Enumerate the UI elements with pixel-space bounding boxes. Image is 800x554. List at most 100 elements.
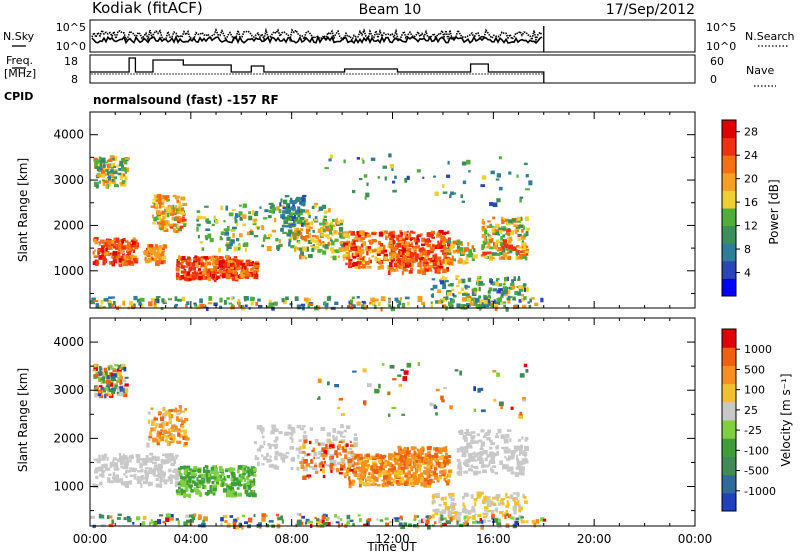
data-cell (120, 255, 126, 260)
data-cell (206, 492, 209, 496)
data-cell (463, 448, 469, 453)
data-cell (504, 293, 508, 297)
data-cell (117, 513, 122, 516)
data-cell (119, 375, 123, 379)
data-cell (230, 273, 235, 277)
data-cell (98, 385, 103, 388)
data-cell (244, 465, 247, 468)
data-cell (496, 496, 499, 502)
data-cell (209, 485, 212, 490)
data-cell (377, 176, 380, 179)
data-cell (212, 258, 217, 263)
data-cell (401, 472, 406, 475)
data-cell (491, 252, 497, 256)
data-cell (195, 272, 198, 277)
data-cell (319, 239, 322, 243)
data-cell (308, 297, 311, 301)
data-cell (339, 222, 344, 226)
data-cell (229, 515, 234, 518)
data-cell (402, 460, 407, 466)
data-cell (423, 466, 428, 469)
data-cell (431, 278, 436, 281)
data-cell (269, 206, 273, 210)
data-cell (283, 300, 287, 305)
data-cell (316, 456, 320, 460)
data-cell (150, 205, 156, 208)
date-title: 17/Sep/2012 (606, 2, 695, 18)
data-cell (476, 521, 482, 524)
data-cell (398, 267, 402, 270)
data-cell (178, 228, 182, 232)
data-cell (519, 198, 522, 203)
data-cell (177, 432, 181, 437)
data-cell (325, 517, 329, 522)
data-cell (176, 492, 182, 496)
data-cell (181, 420, 186, 424)
data-cell (487, 429, 491, 433)
data-cell (216, 266, 220, 270)
data-cell (329, 239, 333, 242)
data-cell (337, 452, 341, 455)
data-cell (106, 456, 109, 461)
data-cell (226, 485, 230, 490)
data-cell (244, 489, 249, 495)
data-cell (406, 230, 409, 233)
data-cell (253, 235, 259, 238)
data-cell (504, 446, 509, 450)
data-cell (522, 250, 527, 254)
noise-tick-right-bottom: 10^0 (706, 40, 736, 53)
data-cell (479, 451, 484, 456)
data-cell (233, 524, 236, 529)
data-cell (268, 520, 274, 523)
data-cell (422, 176, 425, 179)
data-cell (262, 237, 266, 242)
data-cell (519, 373, 525, 378)
data-cell (524, 445, 529, 451)
data-cell (457, 291, 462, 294)
data-cell (110, 171, 115, 175)
data-cell (400, 258, 406, 262)
data-cell (526, 245, 529, 249)
data-cell (158, 204, 162, 209)
data-cell (188, 468, 192, 471)
data-cell (96, 459, 101, 464)
data-cell (118, 478, 124, 483)
data-cell (388, 298, 392, 302)
data-cell (403, 231, 407, 236)
data-cell (450, 497, 455, 502)
data-cell (466, 253, 471, 258)
data-cell (478, 286, 481, 292)
data-cell (254, 457, 260, 461)
data-cell (387, 391, 391, 396)
data-cell (402, 466, 407, 470)
data-cell (348, 249, 352, 252)
data-cell (366, 266, 372, 269)
data-cell (447, 469, 453, 474)
data-cell (123, 255, 128, 260)
data-cell (263, 440, 266, 446)
data-cell (400, 231, 403, 237)
data-cell (520, 466, 525, 472)
data-cell (188, 266, 193, 272)
data-cell (404, 481, 408, 486)
data-cell (514, 448, 517, 453)
data-cell (364, 260, 370, 265)
data-cell (172, 228, 176, 233)
data-cell (431, 495, 436, 498)
data-cell (207, 233, 212, 239)
data-cell (522, 451, 528, 456)
data-cell (153, 216, 158, 222)
data-cell (182, 265, 186, 268)
data-cell (320, 233, 325, 237)
data-cell (355, 252, 358, 256)
data-cell (394, 460, 399, 465)
data-cell (458, 247, 464, 252)
data-cell (251, 471, 254, 476)
data-cell (476, 457, 480, 461)
data-cell (383, 253, 388, 258)
data-cell (429, 402, 434, 407)
data-cell (300, 232, 303, 236)
data-cell (360, 471, 365, 474)
data-cell (179, 429, 185, 433)
data-cell (171, 474, 175, 479)
